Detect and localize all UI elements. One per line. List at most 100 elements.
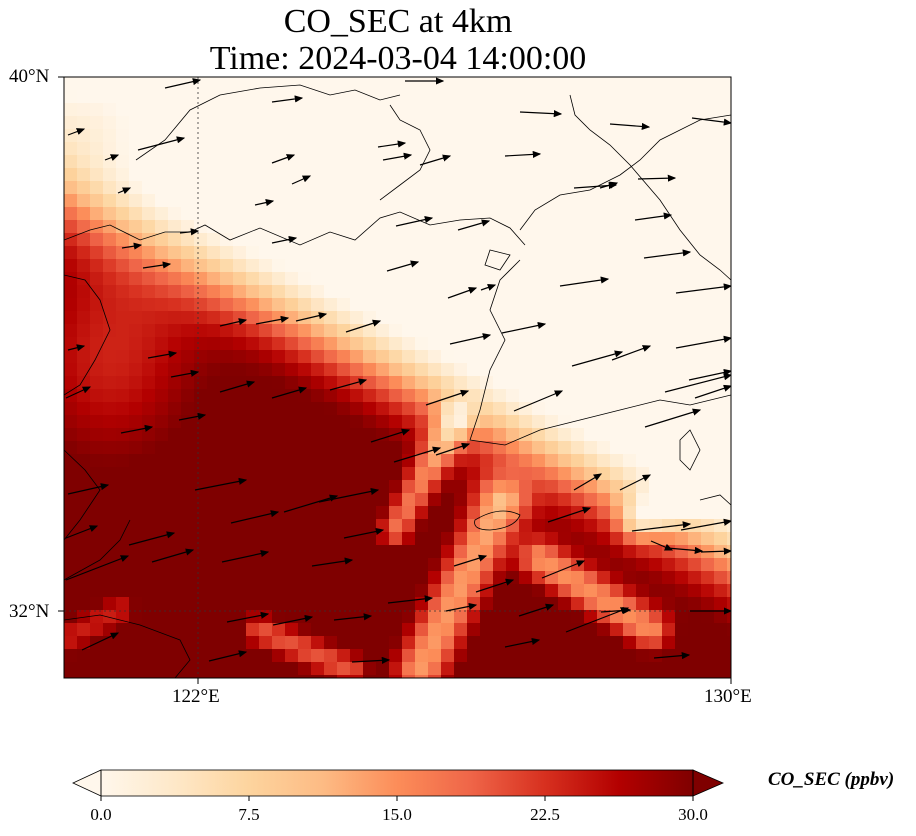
- colorbar-label: CO_SEC (ppbv): [768, 769, 895, 790]
- wind-arrow-9: [271, 154, 296, 164]
- wind-arrow-55: [370, 428, 411, 443]
- wind-arrow-32: [675, 283, 731, 294]
- wind-arrow-84: [475, 578, 515, 593]
- wind-arrow-48: [513, 390, 564, 412]
- coastline-6: [379, 104, 431, 201]
- wind-arrow-44: [219, 380, 256, 393]
- wind-arrow-77: [311, 557, 354, 567]
- wind-arrow-28: [142, 261, 172, 269]
- map-title-variable: CO_SEC at 4km: [283, 3, 513, 40]
- wind-arrow-51: [688, 368, 731, 381]
- wind-arrow-10: [377, 140, 407, 148]
- wind-arrow-41: [147, 350, 178, 359]
- wind-arrow-43: [170, 369, 200, 378]
- coastline-7: [519, 114, 731, 231]
- colorbar-extend-min: [72, 769, 102, 797]
- wind-arrow-38: [449, 333, 492, 345]
- coastline-13: [484, 249, 511, 271]
- wind-arrow-12: [419, 154, 452, 166]
- coastline-2: [64, 449, 101, 541]
- wind-arrow-3: [519, 110, 563, 118]
- wind-arrow-29: [447, 287, 478, 299]
- wind-arrow-65: [573, 473, 603, 491]
- wind-arrow-7: [104, 154, 120, 161]
- plot-frame: [63, 76, 732, 679]
- wind-arrow-90: [333, 613, 373, 621]
- wind-arrow-15: [637, 174, 677, 182]
- wind-arrow-1: [271, 95, 304, 103]
- coastline-4: [64, 614, 191, 678]
- wind-arrow-20: [395, 216, 434, 227]
- wind-arrow-35: [295, 312, 328, 322]
- wind-arrow-13: [504, 150, 542, 159]
- colorbar-tick-1: 7.5: [238, 805, 260, 824]
- wind-arrow-0: [164, 78, 202, 89]
- wind-arrow-75: [151, 548, 195, 563]
- lat-tick-40: 40°N: [9, 66, 50, 87]
- coastline-8: [469, 259, 731, 446]
- wind-arrow-72: [547, 506, 592, 523]
- wind-arrow-16: [599, 181, 619, 189]
- wind-arrow-64: [318, 487, 380, 503]
- wind-arrow-63: [283, 494, 339, 513]
- wind-arrow-79: [453, 554, 488, 567]
- wind-arrow-93: [351, 656, 391, 664]
- wind-arrow-39: [675, 335, 731, 349]
- wind-arrow-95: [653, 652, 691, 660]
- lon-tick-130: 130°E: [704, 686, 752, 707]
- wind-arrow-31: [559, 276, 610, 287]
- colorbar-tick-4: 30.0: [678, 805, 708, 824]
- wind-arrow-50: [611, 345, 652, 361]
- wind-arrow-80: [541, 560, 586, 579]
- wind-arrow-22: [634, 212, 673, 221]
- wind-arrow-82: [387, 595, 434, 604]
- wind-arrow-67: [631, 521, 692, 532]
- wind-arrow-70: [65, 525, 99, 539]
- wind-arrow-53: [120, 424, 154, 434]
- wind-arrow-25: [271, 235, 298, 244]
- wind-arrow-66: [619, 474, 652, 491]
- wind-arrow-76: [221, 550, 270, 563]
- wind-arrow-36: [345, 319, 382, 333]
- lon-tick-122: 122°E: [172, 686, 220, 707]
- wind-arrow-78: [343, 527, 385, 539]
- colorbar-tick-2: 15.0: [382, 805, 412, 824]
- wind-arrow-74: [650, 540, 674, 551]
- wind-arrow-33: [219, 318, 248, 327]
- lat-tick-32: 32°N: [9, 601, 50, 622]
- coastline-10: [679, 429, 701, 471]
- wind-arrow-45: [271, 386, 308, 399]
- wind-arrow-17: [117, 187, 132, 195]
- wind-vectors: [65, 77, 731, 664]
- coastline-1: [64, 274, 111, 396]
- wind-arrow-6: [67, 128, 86, 136]
- axis-ticks: [58, 76, 732, 684]
- wind-arrow-52: [65, 386, 92, 399]
- wind-arrow-61: [194, 477, 248, 491]
- wind-arrow-19: [254, 199, 275, 207]
- wind-arrow-27: [643, 249, 692, 259]
- wind-arrow-85: [565, 607, 630, 633]
- wind-arrow-81: [65, 555, 130, 581]
- wind-arrow-54: [178, 412, 207, 421]
- wind-arrow-37: [501, 321, 547, 334]
- colorbar-extend-max: [692, 769, 725, 797]
- wind-arrow-4: [609, 122, 651, 131]
- coastline-0: [64, 211, 526, 246]
- wind-arrow-8: [137, 136, 186, 151]
- wind-arrow-59: [694, 384, 731, 399]
- wind-arrow-5: [691, 117, 731, 126]
- wind-arrow-23: [121, 242, 143, 250]
- wind-arrow-21: [457, 219, 491, 231]
- wind-arrow-47: [425, 389, 470, 406]
- wind-arrow-60: [67, 483, 110, 495]
- wind-arrow-42: [571, 350, 624, 367]
- coastline-3: [64, 519, 131, 581]
- colorbar-tick-3: 22.5: [530, 805, 560, 824]
- coastline-11: [699, 494, 731, 506]
- colorbar-ticks: [100, 796, 694, 801]
- colorbar-gradient: [101, 770, 693, 796]
- wind-arrow-58: [644, 408, 702, 428]
- wind-arrow-71: [128, 531, 176, 546]
